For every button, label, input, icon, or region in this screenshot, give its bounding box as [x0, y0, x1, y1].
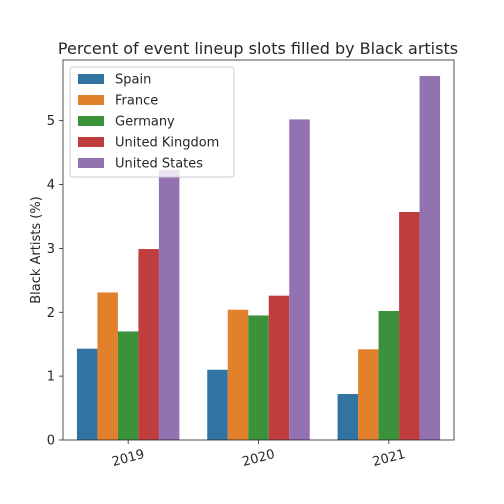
bar-spain-2020: [207, 369, 228, 440]
legend-box: [69, 66, 235, 178]
legend: Spain France Germany United Kingdom United S…: [69, 66, 235, 178]
chart-title: Percent of event lineup slots filled by …: [58, 39, 458, 58]
y-axis-label: Black Artists (%): [29, 196, 44, 304]
bar-germany-2021: [378, 310, 400, 440]
y-axis: 0 1 2 3 4 5: [47, 114, 63, 449]
bar-germany-2019: [117, 331, 139, 440]
bar-germany-2020: [248, 315, 269, 440]
bar-united-kingdom-2019: [138, 249, 159, 440]
legend-entry: Germany: [115, 115, 175, 130]
bar-spain-2019: [76, 348, 98, 440]
bar-france-2020: [227, 309, 249, 440]
bar-spain-2021: [337, 394, 359, 440]
bar-united-states-2019: [158, 169, 180, 440]
bar-united-kingdom-2020: [268, 295, 290, 440]
legend-swatch: [78, 116, 104, 126]
bar-france-2021: [358, 349, 379, 440]
legend-swatch: [78, 137, 104, 147]
bar-united-states-2021: [419, 75, 441, 441]
legend-swatch: [78, 74, 104, 84]
y-tick-label: 0: [47, 434, 55, 449]
y-tick-label: 1: [47, 370, 55, 385]
y-tick-label: 5: [47, 114, 55, 129]
bar-france-2019: [97, 292, 118, 440]
bars-group: [76, 75, 441, 441]
x-axis: 2019 2020 2021: [110, 440, 407, 470]
y-tick-label: 2: [47, 306, 55, 321]
x-tick-label: 2020: [241, 447, 277, 470]
legend-entry: Spain: [115, 73, 151, 88]
legend-entry: United States: [115, 157, 203, 172]
x-tick-label: 2019: [110, 447, 146, 470]
y-tick-label: 4: [47, 178, 55, 193]
y-tick-label: 3: [47, 242, 55, 257]
x-tick-label: 2021: [371, 447, 407, 470]
legend-entry: France: [115, 94, 158, 109]
bar-united-states-2020: [289, 119, 310, 440]
bar-united-kingdom-2021: [399, 212, 420, 440]
legend-entry: United Kingdom: [115, 136, 219, 151]
legend-swatch: [78, 158, 104, 168]
legend-swatch: [78, 95, 104, 105]
